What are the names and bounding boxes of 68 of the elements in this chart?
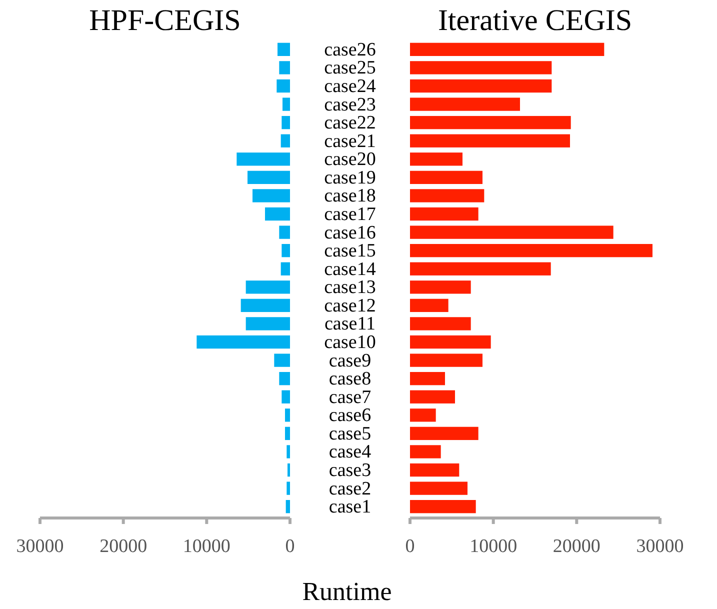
y-tick-label: case16 — [324, 222, 376, 244]
bar — [240, 298, 290, 312]
bar — [410, 207, 478, 221]
bar — [286, 500, 290, 514]
bar — [282, 98, 290, 111]
bar — [410, 354, 482, 367]
x-tick-label: 0 — [285, 536, 295, 557]
bar — [410, 390, 455, 404]
bar — [265, 207, 290, 221]
bar — [282, 244, 290, 258]
x-tick-label: 20000 — [552, 536, 600, 557]
bar — [410, 244, 652, 258]
bar — [286, 482, 290, 495]
bar — [246, 280, 290, 294]
bar — [410, 445, 441, 458]
bar — [410, 98, 520, 111]
bar — [282, 390, 290, 404]
chart-title: Iterative CEGIS — [438, 4, 632, 37]
bar — [279, 372, 290, 386]
y-tick-label: case11 — [324, 314, 376, 335]
bar — [410, 116, 571, 130]
bar — [410, 61, 552, 74]
bar — [276, 79, 290, 93]
bar — [279, 226, 290, 239]
bar — [248, 170, 290, 184]
bar — [410, 317, 471, 330]
x-tick-label: 20000 — [100, 536, 148, 557]
y-tick-label: case1 — [328, 496, 372, 518]
bar — [285, 426, 290, 440]
bar — [410, 280, 471, 294]
bar — [410, 42, 604, 56]
bar — [410, 500, 476, 514]
x-tick-label: 30000 — [636, 536, 684, 557]
bar — [246, 317, 290, 330]
bar — [410, 134, 570, 148]
y-tick-label: case4 — [328, 442, 372, 463]
x-tick-label: 30000 — [16, 536, 64, 557]
bar — [410, 189, 484, 202]
bar — [410, 226, 614, 239]
bar — [410, 463, 460, 477]
bar — [280, 262, 290, 276]
bar — [285, 408, 290, 422]
bar — [410, 262, 551, 276]
bar — [410, 335, 491, 349]
bar — [410, 482, 468, 495]
chart-title: HPF-CEGIS — [89, 4, 241, 37]
bar — [274, 354, 290, 367]
bar — [410, 170, 482, 184]
bar — [410, 408, 436, 422]
bar — [279, 61, 290, 74]
y-tick-label: case23 — [324, 94, 376, 116]
bar — [280, 134, 290, 148]
bar — [410, 426, 478, 440]
y-tick-label: case26 — [324, 39, 376, 60]
x-tick-label: 0 — [405, 536, 415, 557]
bar — [278, 42, 290, 56]
bar — [410, 298, 448, 312]
x-tick-label: 10000 — [470, 536, 518, 557]
bar — [410, 372, 445, 386]
bar — [286, 445, 290, 458]
x-axis-title: Runtime — [302, 577, 392, 606]
bar — [252, 189, 290, 202]
bar — [196, 335, 290, 349]
bar — [282, 116, 290, 130]
bar — [410, 79, 552, 93]
bar — [236, 152, 290, 166]
x-tick-label: 10000 — [182, 536, 230, 557]
bar — [410, 152, 462, 166]
